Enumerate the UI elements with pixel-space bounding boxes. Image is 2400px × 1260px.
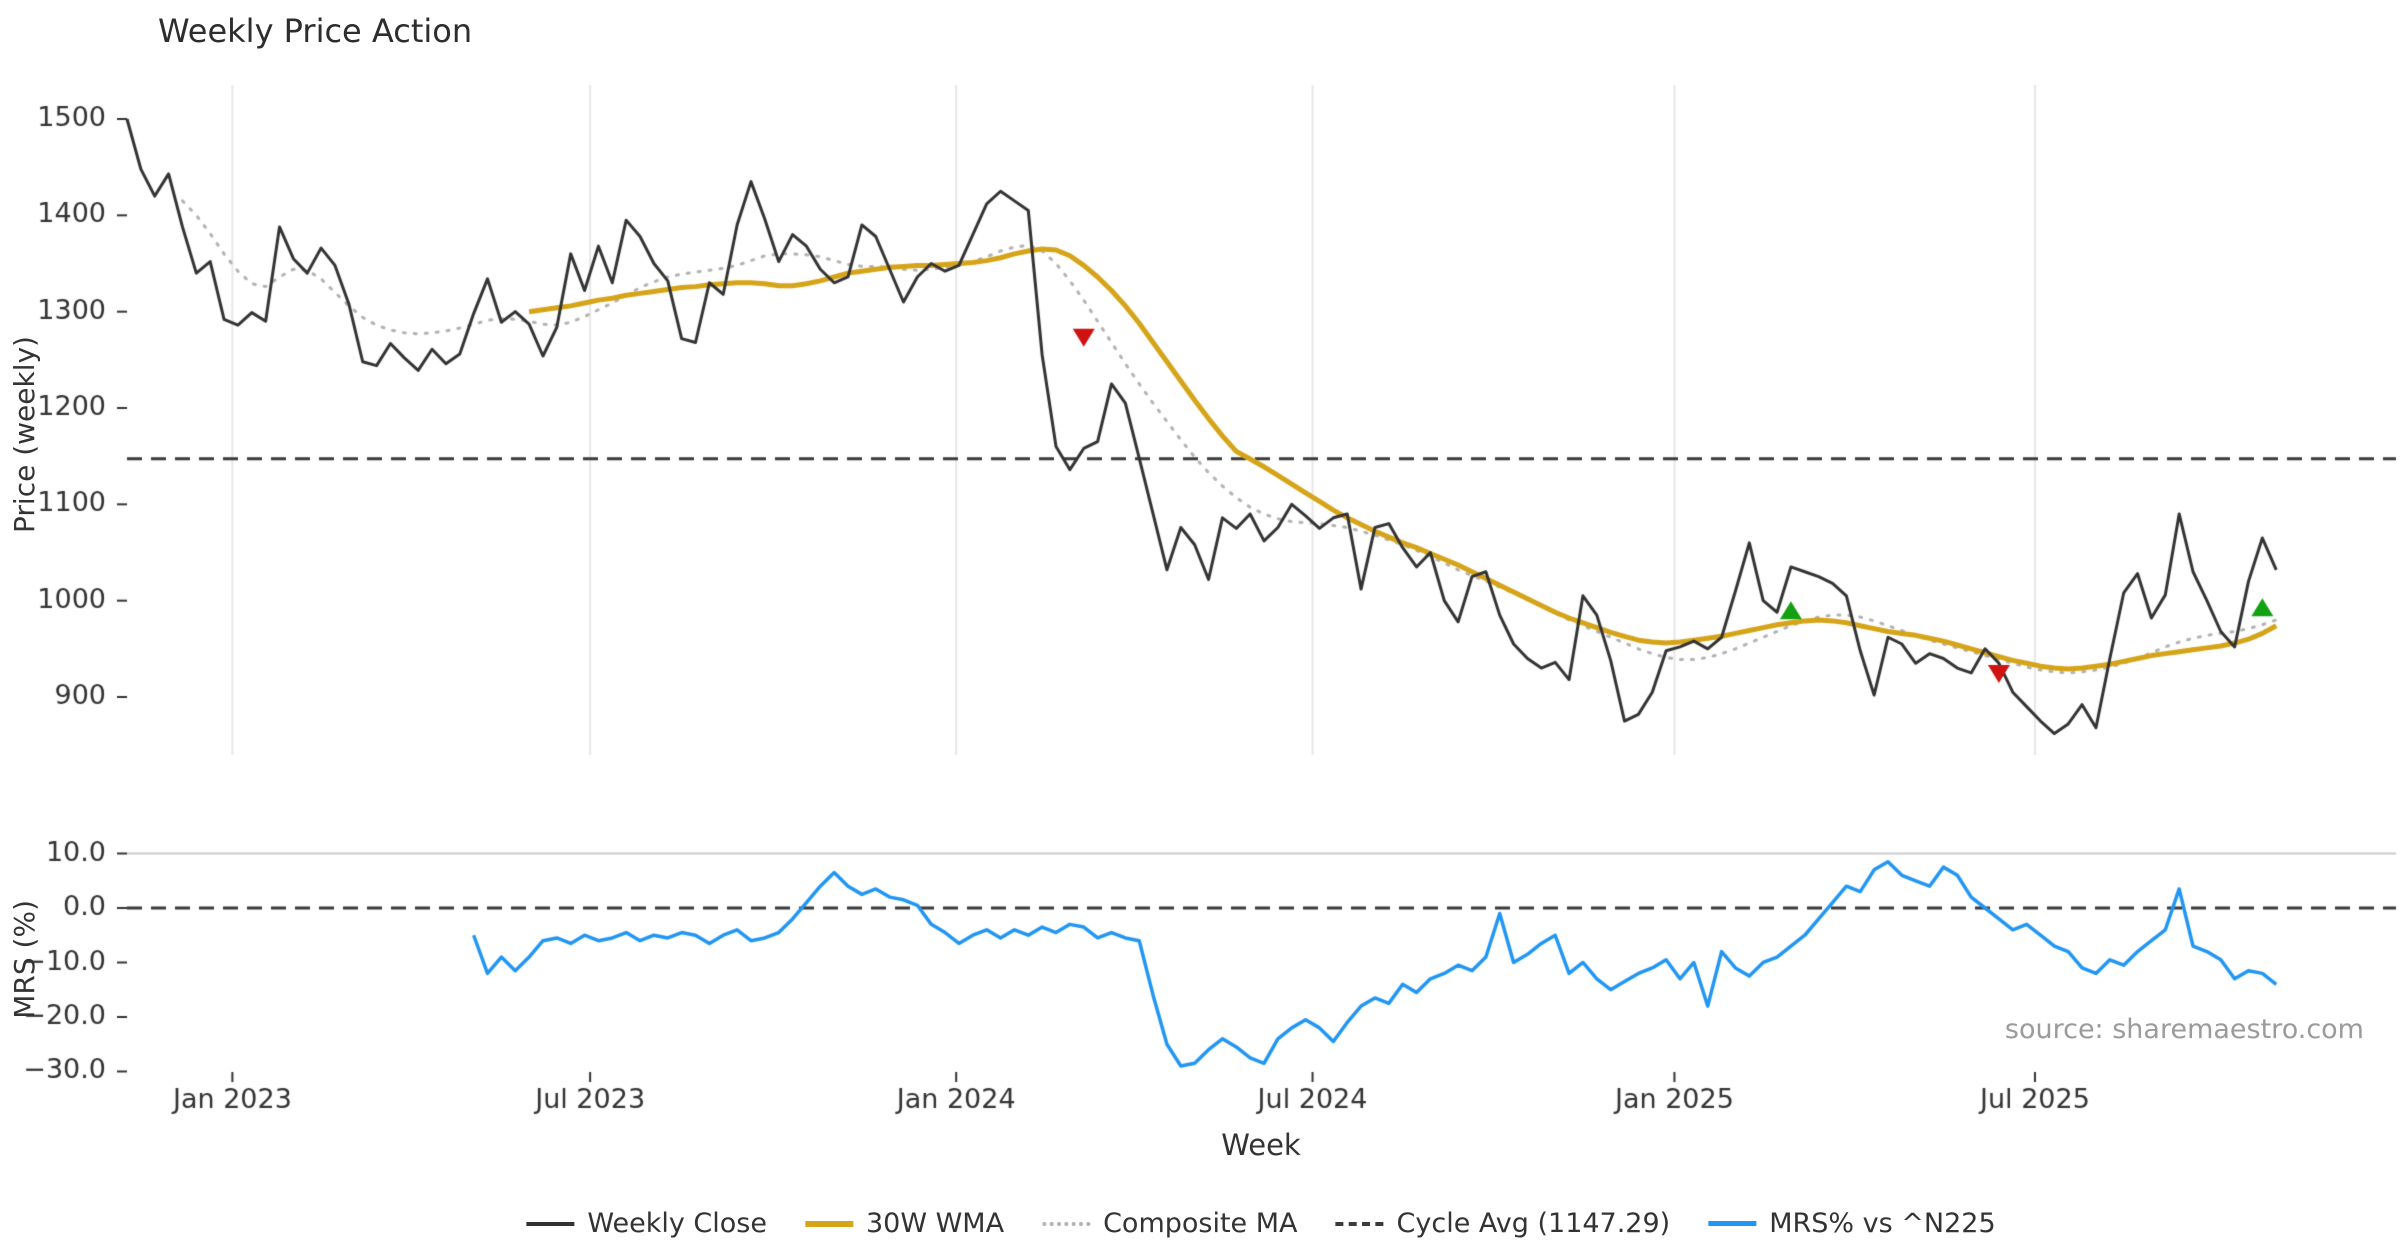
wma-line-icon — [804, 1220, 853, 1227]
cycle-avg-line-icon — [1335, 1221, 1384, 1226]
legend-item-cycle-avg: Cycle Avg (1147.29) — [1335, 1208, 1671, 1239]
legend-label-composite-ma: Composite MA — [1103, 1208, 1298, 1239]
legend-label-30w-wma: 30W WMA — [865, 1208, 1005, 1239]
legend-item-weekly-close: Weekly Close — [526, 1208, 767, 1239]
week-axis-label: Week — [1221, 1128, 1301, 1162]
weekly-close-line-icon — [526, 1221, 575, 1226]
page-title: Weekly Price Action — [158, 12, 473, 50]
legend-label-weekly-close: Weekly Close — [587, 1208, 767, 1239]
legend-item-mrs: MRS% vs ^N225 — [1708, 1208, 1996, 1239]
legend-item-30w-wma: 30W WMA — [804, 1208, 1005, 1239]
mrs-axis-label: MRS (%) — [8, 900, 41, 1019]
price-axis-label: Price (weekly) — [8, 336, 41, 533]
legend-label-mrs: MRS% vs ^N225 — [1769, 1208, 1996, 1239]
mrs-line-icon — [1708, 1221, 1757, 1226]
legend-label-cycle-avg: Cycle Avg (1147.29) — [1396, 1208, 1671, 1239]
composite-ma-line-icon — [1042, 1221, 1091, 1226]
legend-item-composite-ma: Composite MA — [1042, 1208, 1298, 1239]
source-text: source: sharemaestro.com — [2004, 1014, 2364, 1045]
legend: Weekly Close 30W WMA Composite MA Cycle … — [526, 1208, 1996, 1239]
